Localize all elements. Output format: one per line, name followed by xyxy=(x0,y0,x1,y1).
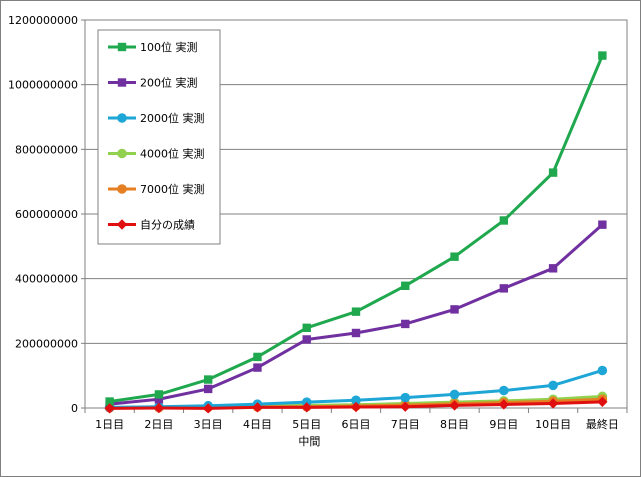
data-point xyxy=(547,398,559,409)
data-point xyxy=(450,252,459,261)
legend-entry: 100位 実測 xyxy=(108,40,198,54)
data-point xyxy=(154,395,164,404)
y-tick-label: 0 xyxy=(71,402,78,415)
legend-box xyxy=(97,29,221,245)
x-tick-label: 2日目 xyxy=(144,418,173,431)
data-point xyxy=(499,216,509,225)
data-point xyxy=(351,328,361,338)
data-point xyxy=(400,392,411,403)
data-point xyxy=(548,168,558,177)
x-tick-label: 3日目 xyxy=(194,418,223,431)
legend-marker xyxy=(117,78,127,87)
legend-marker xyxy=(117,148,127,159)
legend-marker xyxy=(117,113,127,123)
x-tick-label: 5日目 xyxy=(292,418,321,431)
data-point xyxy=(401,281,410,290)
legend: 100位 実測 200位 実測 2000位 実測 4000位 実測 7000位 実測自分… xyxy=(97,29,221,245)
x-tick-label: 10日目 xyxy=(535,418,571,431)
data-point xyxy=(253,363,262,372)
y-tick-label: 400000000 xyxy=(15,273,78,286)
data-point xyxy=(450,305,459,314)
legend-label: 200位 実測 xyxy=(140,76,198,90)
y-tick-label: 1200000000 xyxy=(8,14,78,27)
legend-entry: 4000位 実測 xyxy=(108,147,205,161)
data-point xyxy=(499,385,509,396)
data-point xyxy=(105,397,114,406)
legend-marker xyxy=(117,184,127,194)
data-point xyxy=(449,400,460,411)
data-point xyxy=(104,403,115,414)
data-point xyxy=(154,390,164,399)
x-tick-label: 6日目 xyxy=(342,418,371,431)
data-point xyxy=(302,323,311,333)
data-point xyxy=(253,352,262,362)
legend-label: 4000位 実測 xyxy=(140,147,205,161)
legend-label: 自分の成績 xyxy=(140,218,195,232)
x-tick-label: 8日目 xyxy=(440,418,469,431)
data-point xyxy=(351,395,361,406)
series-0 xyxy=(105,51,607,406)
data-point xyxy=(499,284,509,293)
legend-entry: 200位 実測 xyxy=(108,76,198,90)
legend-label: 7000位 実測 xyxy=(140,182,205,196)
y-tick-label: 600000000 xyxy=(15,208,78,221)
data-point xyxy=(301,402,312,413)
legend-marker xyxy=(117,42,127,52)
data-point xyxy=(400,401,411,412)
x-tick-label: 1日目 xyxy=(95,418,124,431)
data-point xyxy=(203,384,213,394)
x-tick-label: 4日目 xyxy=(243,418,272,431)
data-point xyxy=(597,365,608,376)
data-point xyxy=(252,402,263,413)
y-axis: 0 200000000 400000000 600000000 800000000 100… xyxy=(8,14,85,415)
x-tick-label: 7日目 xyxy=(391,418,420,431)
data-point xyxy=(598,51,607,60)
legend-entry: 自分の成績 xyxy=(108,218,195,232)
data-point xyxy=(351,307,361,316)
y-tick-label: 200000000 xyxy=(15,337,78,350)
legend-label: 2000位 実測 xyxy=(140,111,205,125)
legend-label: 100位 実測 xyxy=(140,40,198,54)
series-group xyxy=(104,51,608,414)
data-point xyxy=(598,220,607,229)
data-point xyxy=(401,319,410,329)
data-point xyxy=(548,380,558,391)
y-tick-label: 800000000 xyxy=(15,143,78,156)
series-5 xyxy=(104,396,608,414)
data-point xyxy=(202,403,214,414)
x-tick-label: 最終日 xyxy=(586,417,619,431)
data-point xyxy=(153,402,165,414)
legend-entry: 2000位 実測 xyxy=(108,111,205,125)
legend-marker xyxy=(116,219,128,230)
data-point xyxy=(498,399,510,410)
data-point xyxy=(302,335,311,344)
data-point xyxy=(203,375,213,384)
legend-entry: 7000位 実測 xyxy=(108,182,205,196)
data-point xyxy=(350,401,362,413)
y-tick-label: 1000000000 xyxy=(8,79,78,92)
data-point xyxy=(449,389,460,400)
data-point xyxy=(548,264,558,273)
data-point xyxy=(597,396,608,408)
x-tick-label: 9日目 xyxy=(489,418,518,431)
x-axis-label: 中間 xyxy=(298,435,320,448)
